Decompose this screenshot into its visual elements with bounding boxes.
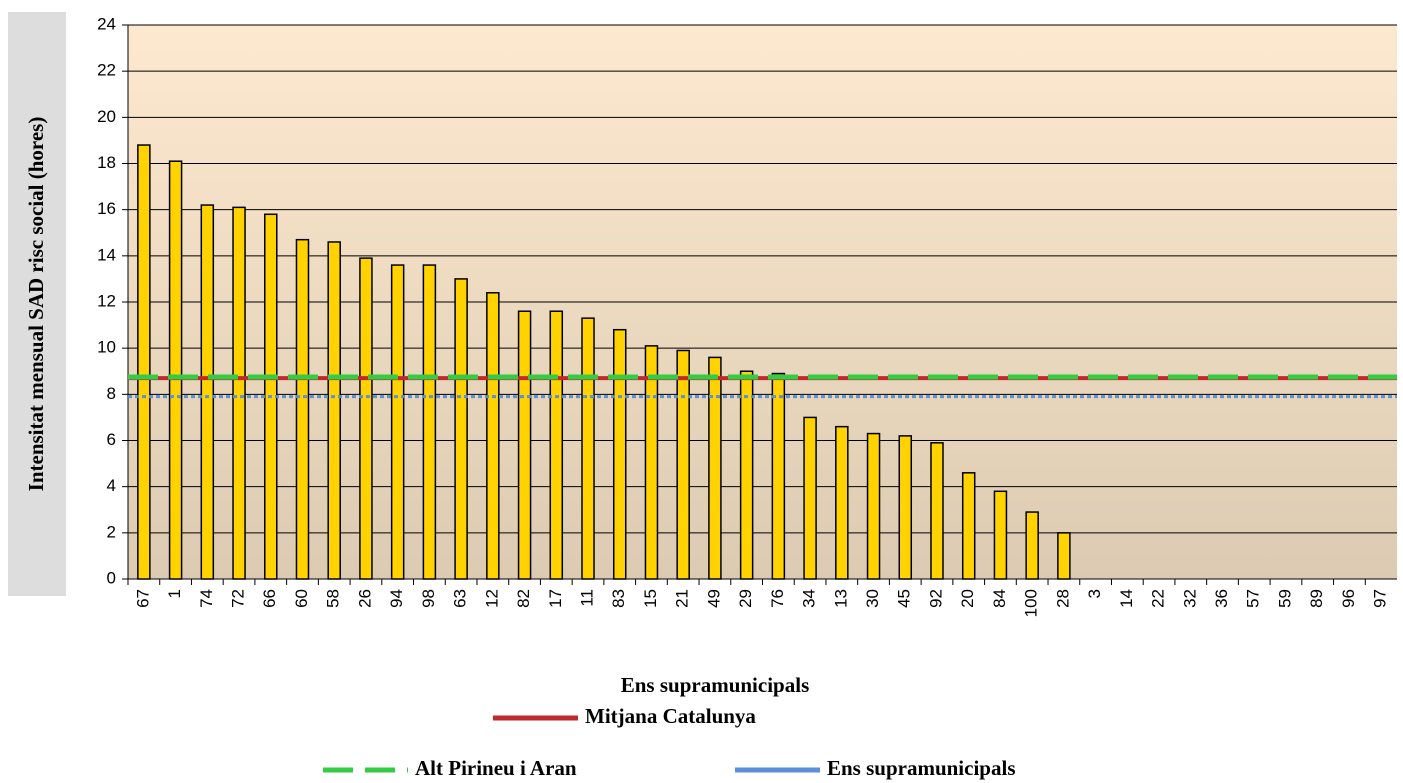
bar	[930, 442, 944, 580]
y-axis-label: Intensitat mensual SAD risc social (hore…	[24, 117, 48, 492]
bar	[866, 432, 881, 580]
bar	[961, 472, 976, 580]
bar	[676, 349, 690, 580]
x-tick-label: 32	[1180, 589, 1199, 608]
bar	[327, 241, 341, 580]
x-tick-label: 58	[324, 589, 343, 608]
bar	[390, 264, 405, 580]
x-tick-label: 100	[1022, 589, 1041, 617]
y-tick-label: 6	[107, 430, 116, 449]
y-tick-label: 10	[97, 338, 116, 357]
y-tick-label: 24	[97, 14, 116, 33]
bar	[486, 292, 500, 580]
bar	[898, 435, 913, 580]
x-tick-label: 96	[1339, 589, 1358, 608]
bar	[232, 206, 246, 580]
x-tick-label: 57	[1244, 589, 1263, 608]
x-tick-label: 82	[514, 589, 533, 608]
x-tick-label: 20	[958, 589, 977, 608]
y-tick-label: 2	[107, 522, 116, 541]
x-tick-label: 98	[419, 589, 438, 608]
bar	[200, 204, 215, 580]
x-tick-label: 15	[641, 589, 660, 608]
bar	[835, 425, 849, 580]
y-tick-label: 4	[107, 476, 116, 495]
bar	[168, 160, 183, 580]
y-tick-label: 14	[97, 245, 116, 264]
legend-label: Alt Pirineu i Aran	[415, 756, 577, 780]
y-tick-label: 12	[97, 291, 116, 310]
x-tick-label: 92	[926, 589, 945, 608]
legend-label: Ens supramunicipals	[827, 756, 1016, 780]
bar	[612, 328, 627, 580]
x-tick-label: 94	[387, 589, 406, 608]
x-tick-label: 60	[292, 589, 311, 608]
y-tick-label: 20	[97, 107, 116, 126]
bar	[1057, 532, 1071, 580]
bar	[549, 310, 564, 580]
bar	[517, 310, 532, 580]
bar	[803, 416, 817, 580]
x-tick-label: 72	[229, 589, 248, 608]
x-tick-label: 13	[831, 589, 850, 608]
x-tick-label: 30	[863, 589, 882, 608]
bar	[359, 257, 373, 580]
ylabel-box	[8, 12, 66, 596]
x-tick-label: 28	[1053, 589, 1072, 608]
legend-label: Mitjana Catalunya	[585, 704, 756, 728]
x-tick-label: 21	[673, 589, 692, 608]
x-tick-label: 11	[577, 589, 596, 607]
bar	[739, 370, 754, 580]
bar	[993, 490, 1008, 580]
y-tick-label: 22	[97, 61, 116, 80]
x-tick-label: 89	[1307, 589, 1326, 608]
x-tick-label: 97	[1371, 589, 1390, 608]
x-tick-label: 45	[895, 589, 914, 608]
x-tick-label: 36	[1212, 589, 1231, 608]
x-tick-label: 1	[165, 589, 184, 598]
bar	[644, 345, 659, 580]
x-tick-label: 17	[546, 589, 565, 608]
y-tick-label: 18	[97, 153, 116, 172]
x-tick-label: 12	[482, 589, 501, 608]
bar	[422, 264, 437, 580]
bar	[581, 317, 595, 580]
x-axis-label: Ens supramunicipals	[621, 673, 810, 697]
x-tick-label: 26	[355, 589, 374, 608]
x-tick-label: 67	[133, 589, 152, 608]
x-tick-label: 84	[990, 589, 1009, 608]
bar	[295, 238, 310, 580]
bar	[771, 372, 786, 580]
x-tick-label: 63	[451, 589, 470, 608]
x-tick-label: 22	[1149, 589, 1168, 608]
y-tick-label: 0	[107, 568, 116, 587]
bar	[454, 278, 468, 580]
x-tick-label: 59	[1275, 589, 1294, 608]
x-tick-label: 74	[197, 589, 216, 608]
y-tick-label: 8	[107, 384, 116, 403]
bar	[1025, 511, 1039, 580]
x-tick-label: 76	[768, 589, 787, 608]
x-tick-label: 14	[1117, 589, 1136, 608]
x-tick-label: 49	[704, 589, 723, 608]
x-tick-label: 83	[609, 589, 628, 608]
y-tick-label: 16	[97, 199, 116, 218]
x-tick-label: 66	[260, 589, 279, 608]
x-tick-label: 3	[1085, 589, 1104, 598]
x-tick-label: 34	[800, 589, 819, 608]
x-tick-label: 29	[736, 589, 755, 608]
bar	[708, 356, 722, 580]
bar	[137, 144, 151, 580]
